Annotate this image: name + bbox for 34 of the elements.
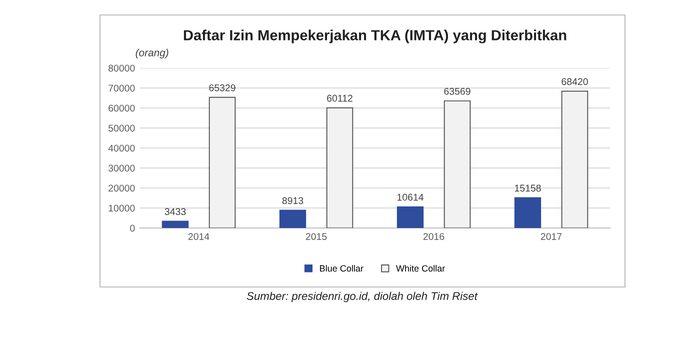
bar: [279, 210, 306, 228]
legend-label: Blue Collar: [320, 264, 364, 272]
y-tick-label: 80000: [108, 64, 135, 72]
x-tick-label: 2015: [306, 233, 327, 240]
data-label: 15158: [514, 184, 541, 192]
bar: [326, 107, 354, 228]
bar: [561, 90, 588, 228]
data-label: 3433: [164, 208, 186, 216]
data-label: 60112: [327, 94, 352, 102]
x-tick-label: 2017: [540, 233, 562, 240]
y-tick-label: 10000: [108, 204, 135, 212]
bar: [444, 100, 471, 228]
legend-label: White Collar: [396, 264, 445, 272]
y-tick-label: 0: [130, 224, 135, 232]
chart-title: Daftar Izin Mempekerjakan TKA (IMTA) yang Diterbitkan: [184, 30, 566, 44]
data-label: 10614: [397, 194, 424, 201]
bar: [208, 96, 236, 228]
y-tick-label: 60000: [108, 104, 135, 112]
y-tick-label: 70000: [108, 84, 135, 92]
data-label: 68420: [562, 78, 588, 86]
y-tick-label: 50000: [108, 124, 135, 132]
y-tick-label: 40000: [108, 144, 135, 152]
data-label: 8913: [282, 197, 304, 204]
bar: [162, 220, 189, 228]
x-tick-label: 2016: [423, 233, 444, 240]
bar: [396, 206, 424, 228]
y-axis-title: (orang): [136, 48, 168, 58]
y-tick-label: 30000: [108, 164, 135, 172]
text: Sumber: presidenri.go.id, diolah oleh Tim Riset: [246, 292, 478, 302]
data-label: 65329: [209, 84, 236, 92]
x-tick-label: 2014: [188, 233, 210, 240]
y-tick-label: 20000: [108, 184, 135, 192]
bar: [514, 197, 542, 228]
data-label: 63569: [444, 88, 470, 95]
